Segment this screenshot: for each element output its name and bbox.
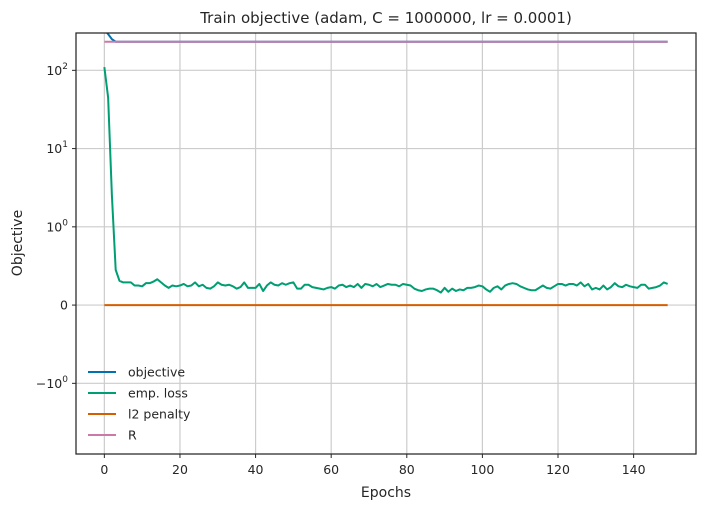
x-tick-label: 40 [248, 462, 264, 477]
y-tick-label: 0 [60, 298, 68, 313]
y-tick-label: 101 [46, 140, 68, 156]
grid [76, 33, 696, 454]
y-axis-label: Objective [10, 210, 26, 276]
legend-label-objective: objective [128, 365, 185, 380]
y-axis-ticks: −100 0 100 101 102 [36, 62, 76, 391]
y-tick-label: 100 [46, 218, 68, 234]
x-axis-label: Epochs [361, 485, 411, 501]
y-tick-label: 102 [46, 62, 68, 78]
series-lines [103, 33, 669, 307]
x-axis-ticks: 0 20 40 60 80 100 120 140 [100, 454, 646, 477]
x-tick-label: 100 [470, 462, 494, 477]
y-tick-label: −100 [36, 375, 68, 391]
x-tick-label: 120 [546, 462, 570, 477]
legend-label-r: R [128, 428, 137, 443]
chart-title: Train objective (adam, C = 1000000, lr =… [199, 9, 572, 27]
x-tick-label: 60 [323, 462, 339, 477]
x-tick-label: 80 [399, 462, 415, 477]
x-tick-label: 0 [100, 462, 108, 477]
legend: objective emp. loss l2 penalty R [88, 365, 191, 443]
legend-label-emp-loss: emp. loss [128, 386, 188, 401]
plot-frame [75, 32, 697, 455]
x-tick-label: 140 [622, 462, 646, 477]
series-line-emp-loss [103, 66, 669, 294]
legend-label-l2-penalty: l2 penalty [128, 407, 191, 422]
x-tick-label: 20 [172, 462, 188, 477]
